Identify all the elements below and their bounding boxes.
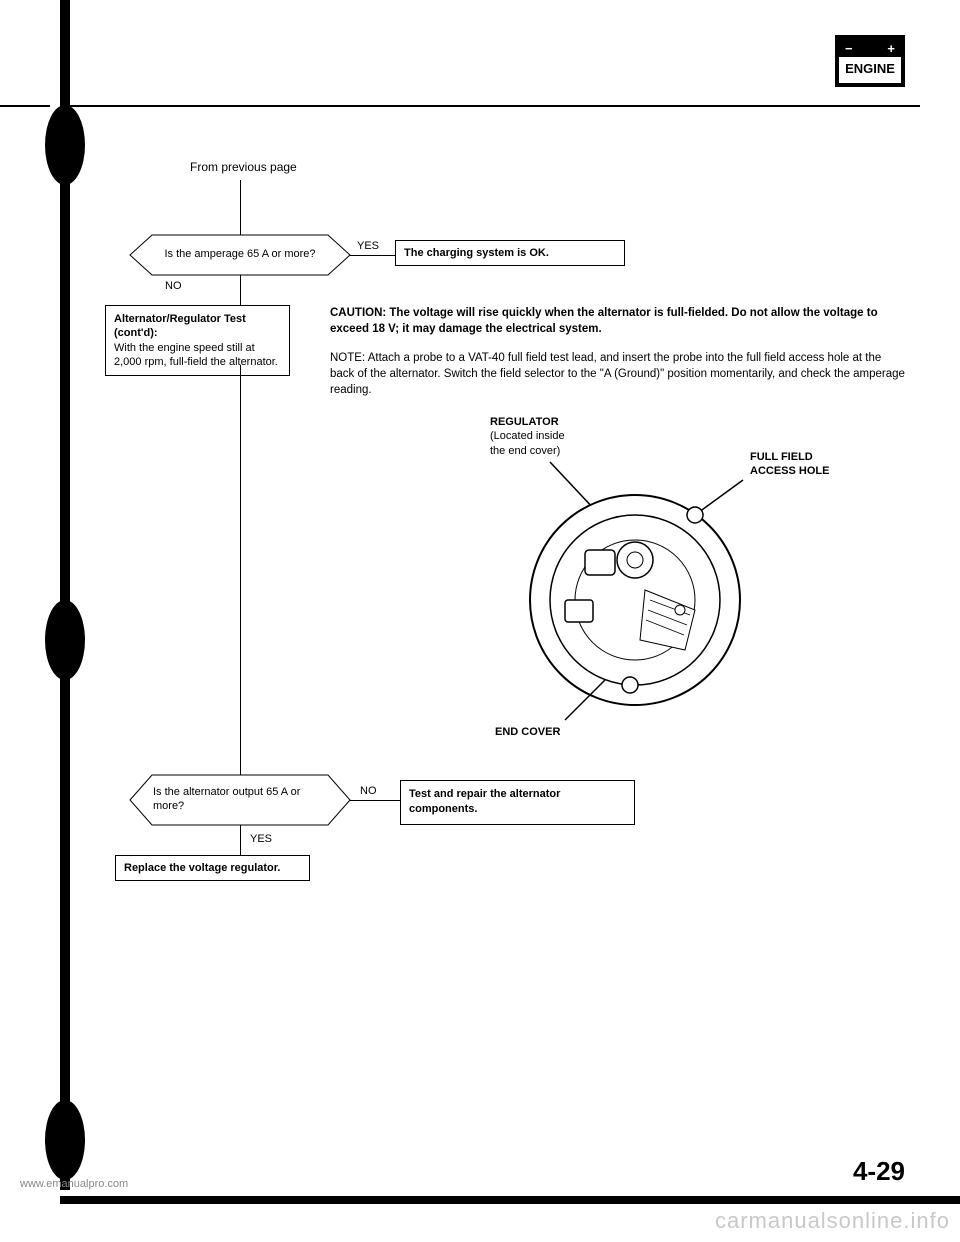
regulator-sub: (Located inside the end cover)	[490, 430, 565, 456]
alternator-illustration	[495, 460, 775, 740]
rule-stub	[0, 105, 50, 107]
rule-main	[70, 105, 920, 107]
ok-text: The charging system is OK.	[404, 247, 549, 259]
connector	[240, 365, 241, 775]
caution-text: CAUTION: The voltage will rise quickly w…	[330, 305, 895, 337]
bottom-bar	[60, 1196, 960, 1204]
q2-text: Is the alternator output 65 A or more?	[153, 785, 328, 814]
connector	[240, 275, 241, 305]
watermark: carmanualsonline.info	[715, 1208, 950, 1234]
content-area: From previous page Is the amperage 65 A …	[95, 160, 910, 174]
yes-label-2: YES	[250, 833, 272, 845]
footer-site: www.emanualpro.com	[20, 1178, 128, 1190]
result-ok-box: The charging system is OK.	[395, 240, 625, 266]
replace-box: Replace the voltage regulator.	[115, 855, 310, 881]
connector	[350, 255, 395, 256]
badge-label: ENGINE	[839, 57, 901, 76]
proc-body: With the engine speed still at 2,000 rpm…	[114, 342, 278, 368]
end-cover-label: END COVER	[495, 725, 560, 739]
badge-minus: −	[845, 41, 853, 56]
spine-bulge-top	[45, 105, 85, 185]
proc-title: Alternator/Regulator Test (cont'd):	[114, 313, 246, 339]
regulator-title: REGULATOR	[490, 416, 559, 428]
engine-badge: − + ENGINE	[835, 35, 905, 87]
connector	[240, 825, 241, 855]
badge-plus: +	[887, 41, 895, 56]
page-number: 4-29	[853, 1156, 905, 1187]
connector	[350, 800, 400, 801]
procedure-box: Alternator/Regulator Test (cont'd): With…	[105, 305, 290, 376]
no-label-2: NO	[360, 785, 377, 797]
connector	[240, 180, 241, 235]
from-previous-label: From previous page	[190, 160, 910, 174]
regulator-label: REGULATOR (Located inside the end cover)	[490, 415, 565, 458]
repair-box: Test and repair the alternator component…	[400, 780, 635, 825]
spine-bulge-bot	[45, 1100, 85, 1180]
q1-text: Is the amperage 65 A or more?	[155, 248, 325, 260]
no-label-1: NO	[165, 280, 182, 292]
yes-label-1: YES	[357, 240, 379, 252]
note-text: NOTE: Attach a probe to a VAT-40 full fi…	[330, 350, 905, 398]
spine-bulge-mid	[45, 600, 85, 680]
